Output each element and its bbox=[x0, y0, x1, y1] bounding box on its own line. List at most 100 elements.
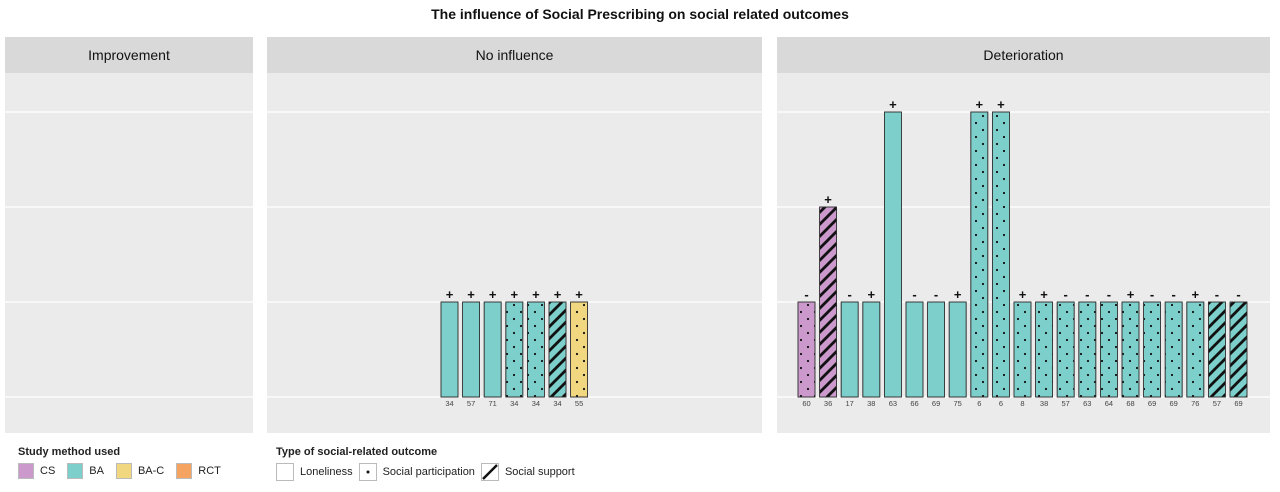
bar-outline bbox=[1100, 301, 1118, 398]
bar-sign: + bbox=[868, 287, 876, 302]
bar: +34 bbox=[440, 287, 459, 408]
bar-label: 6 bbox=[977, 399, 981, 408]
bar-sign: + bbox=[532, 287, 540, 302]
method-swatch bbox=[18, 463, 34, 479]
bar-sign: + bbox=[554, 287, 562, 302]
outcome-pattern-key bbox=[480, 463, 499, 481]
bar-outline bbox=[927, 301, 945, 398]
panel-no-influence: No influence+34+57+71+34+34+34+55 bbox=[267, 37, 762, 433]
outcome-legend: Type of social-related outcome Lonelines… bbox=[276, 446, 581, 481]
bar-fill bbox=[483, 301, 502, 398]
method-swatch bbox=[67, 463, 84, 479]
bar-label: 34 bbox=[445, 399, 453, 408]
bar-label: 55 bbox=[575, 399, 583, 408]
bar: +38 bbox=[862, 287, 881, 408]
outcome-pattern-key bbox=[358, 463, 377, 481]
bar-sign: - bbox=[1150, 287, 1154, 302]
bar: +6 bbox=[992, 97, 1010, 408]
bar-sign: + bbox=[489, 287, 497, 302]
panel-strip bbox=[267, 37, 762, 73]
bar: - 57 bbox=[1208, 287, 1226, 408]
bar-sign: + bbox=[889, 97, 897, 112]
bar-sign: + bbox=[997, 97, 1005, 112]
bar: - 69 bbox=[1229, 287, 1248, 408]
faceted-bar-chart: Improvement No influence+34+57+71+34+34+3… bbox=[5, 37, 1270, 433]
panel-strip-label: Improvement bbox=[88, 47, 170, 63]
outcome-legend-label: Loneliness bbox=[300, 466, 353, 478]
bar-label: 8 bbox=[1020, 399, 1024, 408]
bar-label: 71 bbox=[489, 399, 497, 408]
bar: +71 bbox=[483, 287, 502, 408]
bar-fill bbox=[440, 301, 459, 398]
bar-outline bbox=[483, 301, 502, 398]
bar: - 64 bbox=[1100, 287, 1118, 408]
bar-outline bbox=[948, 301, 967, 398]
bar-outline bbox=[884, 111, 902, 398]
bar-label: 69 bbox=[1234, 399, 1242, 408]
bar-label: 60 bbox=[802, 399, 810, 408]
method-swatch bbox=[115, 463, 132, 479]
bar-fill bbox=[927, 301, 945, 398]
bar-label: 34 bbox=[532, 399, 540, 408]
panel-improvement: Improvement bbox=[5, 37, 253, 433]
method-legend-label: RCT bbox=[198, 465, 221, 477]
bar-outline bbox=[440, 301, 459, 398]
panel-strip-label: Deterioration bbox=[983, 47, 1063, 63]
method-legend-title: Study method used bbox=[18, 446, 121, 458]
bar: +55 bbox=[570, 287, 588, 408]
bar-sign: + bbox=[575, 287, 583, 302]
bar-sign: + bbox=[511, 287, 519, 302]
bar-outline bbox=[840, 301, 859, 398]
bar-outline bbox=[1186, 301, 1205, 398]
bar-pattern-dots bbox=[992, 112, 1010, 397]
bar-label: 75 bbox=[954, 399, 962, 408]
bar: - 69 bbox=[927, 287, 945, 408]
bar-sign: + bbox=[954, 287, 962, 302]
method-legend-items: CS BA BA-C RCT bbox=[18, 463, 233, 479]
bar-pattern-dots bbox=[527, 302, 545, 397]
bar-pattern-dots bbox=[1057, 302, 1075, 397]
outcome-legend-items: Loneliness Social participation Social sup… bbox=[276, 463, 581, 481]
bar: +68 bbox=[1121, 287, 1140, 408]
bar: +75 bbox=[948, 287, 967, 408]
bar-sign: + bbox=[1192, 287, 1200, 302]
bar-fill bbox=[948, 301, 967, 398]
method-legend-label: BA bbox=[89, 465, 104, 477]
bar-sign: + bbox=[1127, 287, 1135, 302]
bar-outline bbox=[819, 206, 837, 398]
bar-outline bbox=[970, 111, 989, 398]
bar-sign: - bbox=[1107, 287, 1111, 302]
bar: +36 bbox=[819, 192, 837, 408]
bar-outline bbox=[797, 301, 816, 398]
bar: - 63 bbox=[1078, 287, 1097, 408]
bar-pattern-dots bbox=[1186, 302, 1204, 397]
bar-sign: + bbox=[1019, 287, 1027, 302]
bar-label: 69 bbox=[1170, 399, 1178, 408]
bar-label: 69 bbox=[932, 399, 940, 408]
bar-label: 57 bbox=[1062, 399, 1070, 408]
chart-title: The influence of Social Prescribing on s… bbox=[431, 6, 849, 22]
method-legend-item: BA-C bbox=[115, 463, 164, 479]
bar-outline bbox=[505, 301, 524, 398]
bar-fill bbox=[884, 111, 902, 398]
bar: +34 bbox=[527, 287, 545, 408]
bar-label: 57 bbox=[467, 399, 475, 408]
bar: +76 bbox=[1186, 287, 1205, 408]
bar: +57 bbox=[462, 287, 481, 408]
method-swatch bbox=[176, 463, 193, 479]
method-legend-item: CS bbox=[18, 463, 55, 479]
bar-label: 63 bbox=[889, 399, 897, 408]
bar-label: 36 bbox=[824, 399, 832, 408]
bar-sign: + bbox=[824, 192, 832, 207]
bar-pattern-stripes bbox=[1208, 302, 1226, 397]
bar-pattern-dots bbox=[1078, 302, 1096, 397]
bar-sign: - bbox=[1215, 287, 1219, 302]
bar-outline bbox=[905, 301, 924, 398]
bar-outline bbox=[1143, 301, 1161, 398]
bar-sign: + bbox=[467, 287, 475, 302]
panel-strip-label: No influence bbox=[476, 47, 554, 63]
bar-label: 69 bbox=[1148, 399, 1156, 408]
bar: +38 bbox=[1035, 287, 1053, 408]
bar-outline bbox=[992, 111, 1010, 398]
bar-label: 17 bbox=[846, 399, 854, 408]
